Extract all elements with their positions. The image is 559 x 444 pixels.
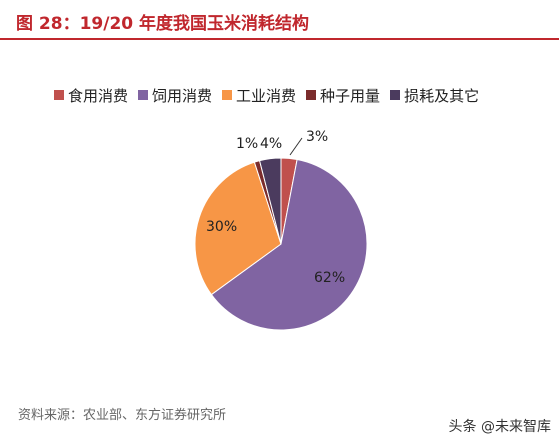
slice-label-seed: 1%	[236, 136, 258, 152]
pie-slice-industrial	[194, 161, 282, 296]
legend-swatch-feed	[138, 90, 149, 100]
legend-swatch-seed	[306, 90, 317, 100]
legend-label-industrial: 工业消费	[236, 86, 297, 105]
legend-item-loss: 损耗及其它	[390, 85, 479, 106]
slice-label-food: 3%	[306, 129, 328, 145]
figure-title: 图 28：19/20 年度我国玉米消耗结构	[16, 14, 310, 34]
slice-label-industrial: 30%	[206, 219, 237, 235]
watermark: 头条 @未来智库	[448, 419, 551, 435]
legend-label-food: 食用消费	[68, 86, 129, 105]
slice-label-feed: 62%	[314, 270, 345, 286]
legend-swatch-industrial	[222, 90, 233, 100]
legend-item-feed: 饲用消费	[138, 85, 212, 106]
pie-slices	[194, 157, 368, 331]
legend-item-seed: 种子用量	[306, 85, 380, 106]
legend-swatch-food	[54, 90, 64, 100]
legend-item-food: 食用消费	[54, 85, 128, 106]
source-note: 资料来源：农业部、东方证券研究所	[18, 408, 227, 423]
pie-slice-loss	[259, 157, 282, 245]
pie-labels: 3% 62% 30% 1% 4%	[206, 129, 345, 286]
leader-line-food	[289, 137, 303, 156]
legend-swatch-loss	[390, 90, 401, 100]
title-bar: 图 28：19/20 年度我国玉米消耗结构	[0, 0, 559, 40]
legend-label-seed: 种子用量	[320, 86, 381, 105]
pie-slice-feed	[210, 158, 368, 331]
legend-label-feed: 饲用消费	[152, 86, 213, 105]
legend-item-industrial: 工业消费	[222, 85, 296, 106]
slice-label-loss: 4%	[260, 136, 282, 152]
legend-label-loss: 损耗及其它	[404, 86, 480, 105]
chart-legend: 食用消费 饲用消费 工业消费 种子用量 损耗及其它	[54, 84, 489, 106]
